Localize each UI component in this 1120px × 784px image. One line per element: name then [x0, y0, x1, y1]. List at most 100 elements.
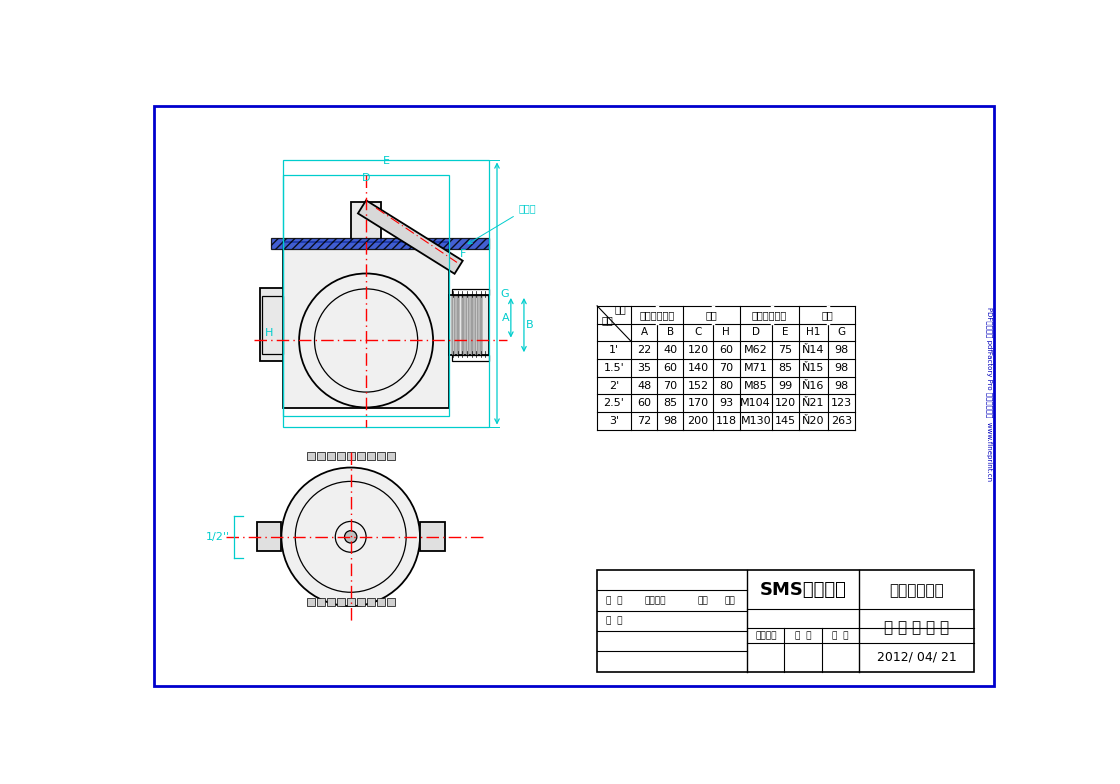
Text: 98: 98 [834, 345, 849, 355]
Bar [376, 452, 384, 460]
Bar [283, 242, 449, 408]
Text: 2': 2' [609, 380, 619, 390]
Text: Ň16: Ň16 [802, 380, 824, 390]
Bar [376, 598, 384, 606]
Text: 2012/ 04/ 21: 2012/ 04/ 21 [877, 651, 956, 664]
Bar [307, 452, 315, 460]
Text: 40: 40 [663, 345, 678, 355]
Bar [262, 296, 283, 354]
Text: 更改文件: 更改文件 [644, 596, 665, 605]
Text: SMS螺纹标准: SMS螺纹标准 [759, 581, 847, 599]
Text: 200: 200 [688, 416, 709, 426]
Text: B: B [526, 320, 534, 330]
Bar [283, 159, 489, 427]
Text: M130: M130 [740, 416, 771, 426]
Bar [451, 289, 489, 295]
Text: 1': 1' [609, 345, 619, 355]
Text: 123: 123 [831, 398, 852, 408]
Text: 设  计: 设 计 [606, 616, 623, 626]
Text: 70: 70 [663, 380, 678, 390]
Bar [307, 598, 315, 606]
Text: 35: 35 [637, 363, 651, 373]
Bar [327, 598, 335, 606]
Text: 2.5': 2.5' [604, 398, 625, 408]
Text: 98: 98 [834, 380, 849, 390]
Bar [597, 570, 974, 672]
Text: 93: 93 [719, 398, 734, 408]
Bar [451, 355, 489, 361]
Text: M62: M62 [744, 345, 767, 355]
Text: 弹性圈: 弹性圈 [468, 203, 536, 244]
Circle shape [345, 531, 357, 543]
Bar [386, 598, 394, 606]
Bar [466, 295, 468, 355]
Text: A: A [502, 313, 510, 323]
Text: 日期: 日期 [725, 596, 736, 605]
Text: 22: 22 [637, 345, 651, 355]
Text: 85: 85 [663, 398, 678, 408]
Text: 48: 48 [637, 380, 651, 390]
Text: 60: 60 [637, 398, 651, 408]
Text: 管口（素糖）: 管口（素糖） [640, 310, 674, 320]
Text: H1: H1 [806, 328, 821, 337]
Text: PDF文件使用 pdfFactory Pro 试用版本创建  www.fineprint.cn: PDF文件使用 pdfFactory Pro 试用版本创建 www.finepr… [987, 307, 993, 481]
Bar [317, 452, 325, 460]
Text: D: D [752, 328, 759, 337]
Bar [357, 598, 365, 606]
Text: 72: 72 [637, 416, 651, 426]
Text: 120: 120 [775, 398, 796, 408]
Text: 法兰（螺帽）: 法兰（螺帽） [752, 310, 787, 320]
Bar [317, 598, 325, 606]
Text: 99: 99 [778, 380, 793, 390]
Text: 60: 60 [719, 345, 734, 355]
Text: Ň14: Ň14 [802, 345, 824, 355]
Text: 98: 98 [663, 416, 678, 426]
Text: 75: 75 [778, 345, 793, 355]
Text: Ň20: Ň20 [802, 416, 824, 426]
Text: 比  例: 比 例 [832, 631, 848, 640]
Text: 温州兴生阀门: 温州兴生阀门 [889, 583, 944, 597]
Text: 尺寸: 尺寸 [615, 304, 626, 314]
Bar [271, 238, 489, 249]
Bar [256, 522, 281, 551]
Text: 140: 140 [688, 363, 709, 373]
Bar [457, 295, 459, 355]
Bar [449, 295, 489, 355]
Text: 手柄: 手柄 [821, 310, 833, 320]
Circle shape [281, 467, 420, 606]
Text: G: G [838, 328, 846, 337]
Text: Ň21: Ň21 [802, 398, 824, 408]
Text: 118: 118 [716, 416, 737, 426]
Bar [386, 452, 394, 460]
Text: B: B [666, 328, 674, 337]
Text: 152: 152 [688, 380, 709, 390]
Bar [461, 295, 464, 355]
Text: 3': 3' [609, 416, 619, 426]
Text: 阀体: 阀体 [603, 315, 614, 325]
Bar [347, 598, 355, 606]
Bar [352, 202, 381, 242]
Text: D: D [362, 172, 371, 183]
Bar [327, 452, 335, 460]
Bar [476, 295, 478, 355]
Text: 85: 85 [778, 363, 793, 373]
Bar [452, 295, 455, 355]
Text: 阀体: 阀体 [706, 310, 717, 320]
Text: E: E [383, 156, 390, 165]
Text: 1.5': 1.5' [604, 363, 625, 373]
Text: 170: 170 [688, 398, 709, 408]
Text: A: A [641, 328, 647, 337]
Text: 图样标记: 图样标记 [756, 631, 777, 640]
Text: M85: M85 [744, 380, 767, 390]
Text: 三 通 旋 塞 阀: 三 通 旋 塞 阀 [884, 620, 950, 635]
Text: M71: M71 [744, 363, 767, 373]
Bar [260, 289, 283, 361]
Bar [283, 175, 449, 416]
Text: 重  量: 重 量 [795, 631, 811, 640]
Bar [367, 452, 374, 460]
Text: 80: 80 [719, 380, 734, 390]
Text: Ň15: Ň15 [802, 363, 824, 373]
Text: 263: 263 [831, 416, 852, 426]
Text: 标  记: 标 记 [606, 596, 623, 605]
Bar [480, 295, 483, 355]
